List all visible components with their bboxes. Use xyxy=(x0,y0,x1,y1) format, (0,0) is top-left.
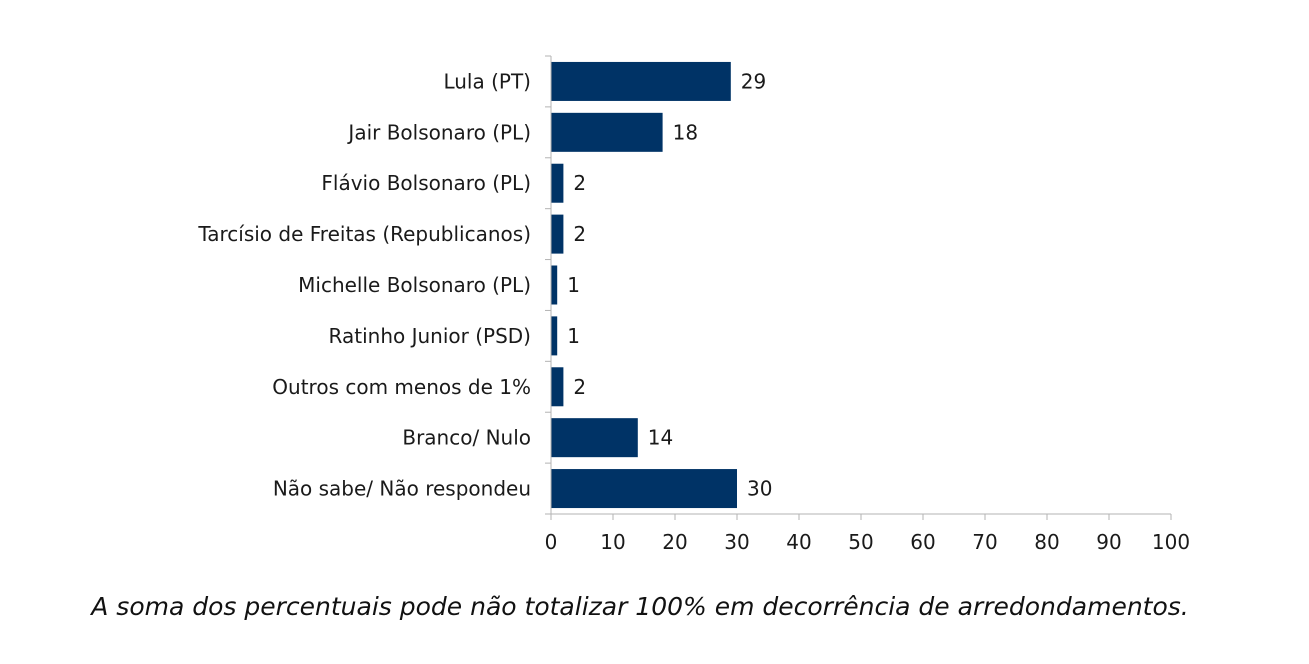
bar-7 xyxy=(551,418,638,458)
category-label-4: Michelle Bolsonaro (PL) xyxy=(298,273,531,297)
x-tick-label-5: 50 xyxy=(848,530,873,554)
x-tick-label-2: 20 xyxy=(662,530,687,554)
bar-2 xyxy=(551,163,564,203)
bar-chart: Lula (PT) 29 Jair Bolsonaro (PL) 18 Flávio B… xyxy=(197,55,1190,554)
category-label-5: Ratinho Junior (PSD) xyxy=(329,324,531,348)
footnote: A soma dos percentuais pode não totaliza… xyxy=(91,592,1189,621)
x-tick-label-0: 0 xyxy=(545,530,558,554)
category-label-0: Lula (PT) xyxy=(443,69,531,93)
category-label-3: Tarcísio de Freitas (Republicanos) xyxy=(197,222,531,246)
x-tick-label-1: 10 xyxy=(600,530,625,554)
bar-8 xyxy=(551,469,737,509)
x-tick-label-6: 60 xyxy=(910,530,935,554)
x-tick-label-8: 80 xyxy=(1034,530,1059,554)
value-label-5: 1 xyxy=(567,324,580,348)
bars-layer xyxy=(551,61,737,509)
category-label-6: Outros com menos de 1% xyxy=(272,375,531,399)
value-label-2: 2 xyxy=(573,171,586,195)
category-label-1: Jair Bolsonaro (PL) xyxy=(346,120,531,144)
x-tick-label-3: 30 xyxy=(724,530,749,554)
bar-0 xyxy=(551,61,731,101)
value-label-8: 30 xyxy=(747,477,772,501)
category-label-8: Não sabe/ Não respondeu xyxy=(273,477,531,501)
axis-layer: Lula (PT) 29 Jair Bolsonaro (PL) 18 Flávio B… xyxy=(197,55,1190,554)
x-tick-label-10: 100 xyxy=(1152,530,1190,554)
x-tick-label-9: 90 xyxy=(1096,530,1121,554)
value-label-3: 2 xyxy=(573,222,586,246)
category-label-2: Flávio Bolsonaro (PL) xyxy=(321,171,531,195)
value-label-4: 1 xyxy=(567,273,580,297)
category-label-7: Branco/ Nulo xyxy=(402,426,531,450)
bar-4 xyxy=(551,265,558,305)
bar-6 xyxy=(551,367,564,407)
x-tick-label-4: 40 xyxy=(786,530,811,554)
x-tick-label-7: 70 xyxy=(972,530,997,554)
value-label-0: 29 xyxy=(741,69,766,93)
bar-3 xyxy=(551,214,564,254)
value-label-6: 2 xyxy=(573,375,586,399)
bar-5 xyxy=(551,316,558,356)
value-label-1: 18 xyxy=(673,120,698,144)
value-label-7: 14 xyxy=(648,426,673,450)
bar-1 xyxy=(551,112,663,152)
